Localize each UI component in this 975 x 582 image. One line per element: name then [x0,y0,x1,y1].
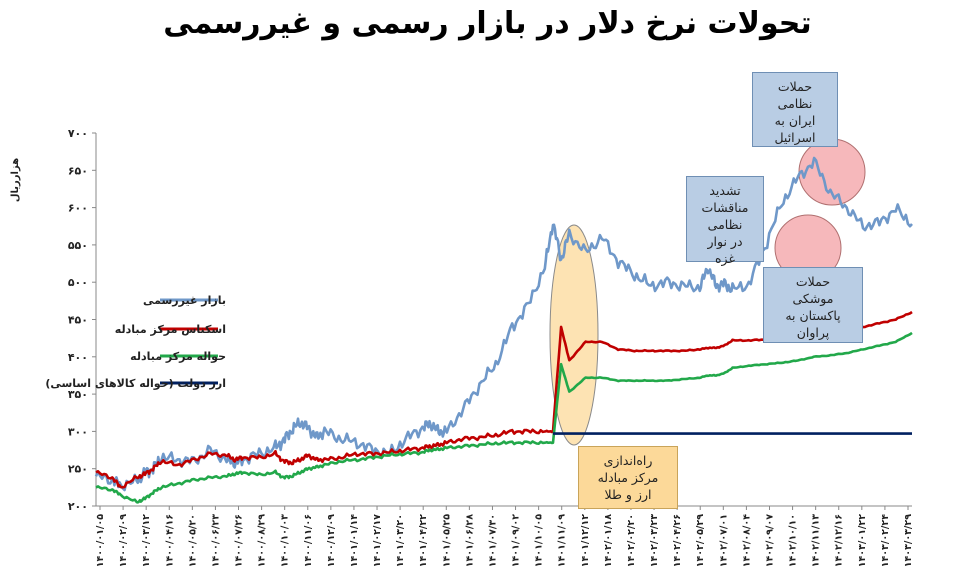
x-tick-label: ۱۴۰۲/۰۲/۲۰ [626,514,637,567]
x-tick-label: ۱۴۰۱/۱۰/۰۵ [534,514,545,568]
x-tick-label: ۱۴۰۰/۰۱/۰۵ [95,514,106,568]
x-tick-label: ۱۴۰۱/۰۱/۱۴ [349,514,360,568]
y-tick-label: ۳۵۰ [68,388,88,401]
x-tick-label: ۱۴۰۱/۱۱/۰۹ [557,514,568,568]
x-tick-label: ۱۴۰۳/۰۲/۲۴ [880,514,891,568]
x-tick-label: ۱۴۰۲/۱۲/۱۶ [834,514,845,567]
y-tick-label: ۶۵۰ [68,164,88,177]
x-tick-label: ۱۴۰۰/۱۱/۰۶ [303,514,314,567]
x-tick-label: ۱۴۰۲/۱۱/۱۳ [811,514,822,568]
x-tick-label: ۱۴۰۲/۰۸/۰۴ [741,514,752,568]
annotation-gaza: تشدید مناقشات نظامی در نوار غزه [686,176,764,266]
x-tick-label: ۱۴۰۱/۰۹/۰۲ [511,514,522,568]
y-tick-label: ۴۵۰ [68,314,88,327]
legend-label-2: حواله مرکز مبادله [130,350,226,363]
x-tick-label: ۱۴۰۱/۰۲/۱۷ [372,514,383,568]
x-tick-label: ۱۴۰۰/۰۵/۲۰ [187,514,198,567]
x-tick-label: ۱۴۰۰/۱۲/۰۹ [326,514,337,568]
annotation-pakistan: حملات موشکی پاکستان به پراوان [763,267,863,343]
x-tick-label: ۱۴۰۰/۱۰/۰۳ [280,514,291,568]
y-tick-label: ۵۰۰ [68,276,88,289]
legend-label-0: بازار غیررسمی [143,294,226,307]
y-tick-label: ۲۰۰ [68,500,88,513]
series-line-1 [95,310,913,489]
annotation-iran-israel: حملات نظامی ایران به اسرائیل [752,72,838,147]
x-tick-label: ۱۴۰۰/۰۸/۲۹ [257,514,268,568]
y-tick-label: ۵۵۰ [68,239,88,252]
x-tick-label: ۱۴۰۱/۰۵/۲۵ [441,514,452,568]
x-tick-label: ۱۴۰۲/۰۴/۲۶ [672,514,683,567]
legend-label-1: اسکناس مرکز مبادله [115,323,226,336]
x-tick-label: ۱۴۰۱/۰۶/۲۸ [464,514,475,568]
y-tick-label: ۷۰۰ [68,127,88,140]
highlight-ellipse-exchange [549,224,599,446]
y-tick-label: ۶۰۰ [68,202,88,215]
series-line-0 [94,156,913,492]
y-tick-label: ۳۰۰ [68,425,88,438]
x-tick-label: ۱۴۰۱/۰۴/۲۲ [418,514,429,568]
x-tick-label: ۱۴۰۲/۰۳/۲۳ [649,514,660,568]
x-tick-label: ۱۴۰۳/۰۳/۲۹ [903,514,914,568]
x-tick-label: ۱۴۰۰/۰۳/۱۲ [141,514,152,568]
x-tick-label: ۱۴۰۱/۰۷/۳۰ [487,514,498,567]
x-tick-label: ۱۴۰۲/۱۰/۱۰ [788,514,799,567]
x-tick-label: ۱۴۰۰/۰۴/۱۶ [164,514,175,567]
x-tick-label: ۱۴۰۱/۱۲/۱۲ [580,514,591,568]
annotation-exchange-center: راه‌اندازی مرکز مبادله ارز و طلا [578,446,678,509]
x-tick-label: ۱۴۰۳/۰۱/۲۲ [857,514,868,568]
legend-label-3: ارز دولت (حواله کالاهای اساسی) [45,377,226,390]
x-tick-label: ۱۴۰۰/۰۷/۲۶ [234,514,245,567]
y-tick-label: ۲۵۰ [68,463,88,476]
x-tick-label: ۱۴۰۰/۰۶/۲۳ [210,514,221,568]
y-tick-label: ۴۰۰ [68,351,88,364]
x-tick-label: ۱۴۰۲/۰۱/۱۸ [603,514,614,568]
x-tick-label: ۱۴۰۲/۰۷/۰۱ [718,514,729,567]
y-axis-label: هزارریال [10,158,21,202]
x-tick-label: ۱۴۰۲/۰۹/۰۷ [764,514,775,568]
x-tick-label: ۱۴۰۰/۰۲/۰۹ [118,514,129,568]
x-tick-label: ۱۴۰۲/۰۵/۲۹ [695,514,706,568]
series-line-2 [95,331,913,504]
x-tick-label: ۱۴۰۱/۰۳/۲۰ [395,514,406,567]
chart-title: تحولات نرخ دلار در بازار رسمی و غیررسمی [163,6,812,41]
